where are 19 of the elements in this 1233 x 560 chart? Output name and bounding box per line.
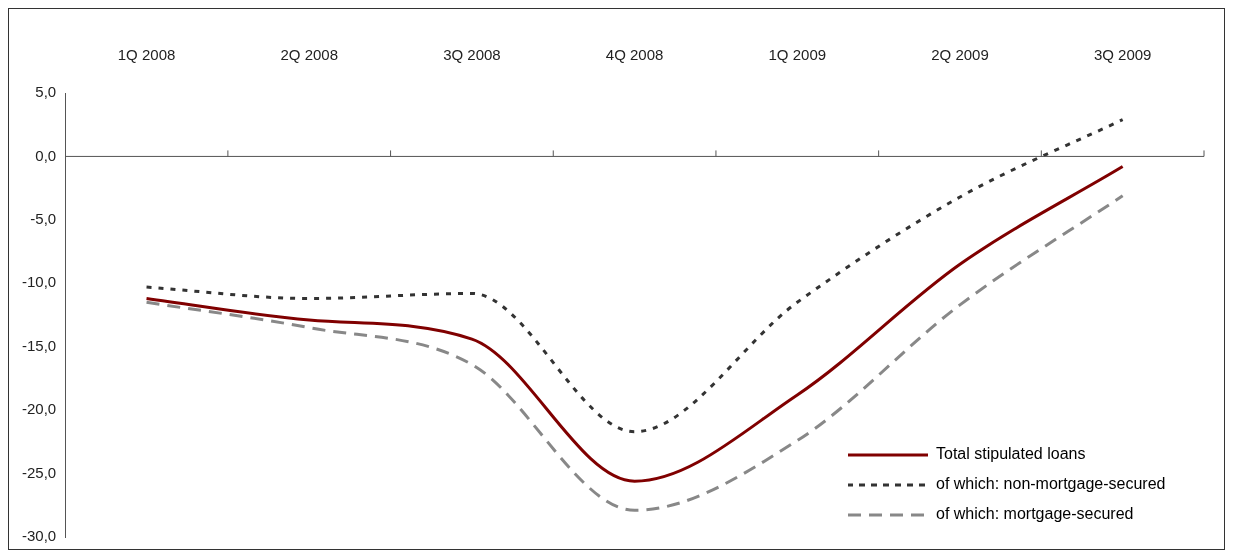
y-tick-label: -15,0 xyxy=(21,336,57,354)
x-tick-label: 3Q 2009 xyxy=(1093,46,1152,64)
x-tick-label: 1Q 2009 xyxy=(768,46,827,64)
line-series xyxy=(145,118,1125,434)
legend-label: of which: mortgage-secured xyxy=(936,505,1134,523)
x-tick-label: 1Q 2008 xyxy=(117,46,176,64)
y-tick-label: -5,0 xyxy=(30,210,57,227)
y-tick-label: 0,0 xyxy=(35,146,57,164)
y-tick-label: -20,0 xyxy=(21,400,57,418)
y-tick-label: -30,0 xyxy=(21,527,57,545)
legend-label: Total stipulated loans xyxy=(936,445,1086,463)
legend-label: of which: non-mortgage-secured xyxy=(936,475,1166,493)
y-tick-label: 5,0 xyxy=(35,83,57,101)
x-tick-label: 3Q 2008 xyxy=(443,46,501,64)
x-tick-label: 2Q 2009 xyxy=(931,46,989,64)
y-tick-label: -10,0 xyxy=(21,273,57,291)
y-tick-label: -25,0 xyxy=(21,463,57,481)
x-tick-label: 2Q 2008 xyxy=(280,46,338,64)
x-tick-label: 4Q 2008 xyxy=(605,46,664,64)
